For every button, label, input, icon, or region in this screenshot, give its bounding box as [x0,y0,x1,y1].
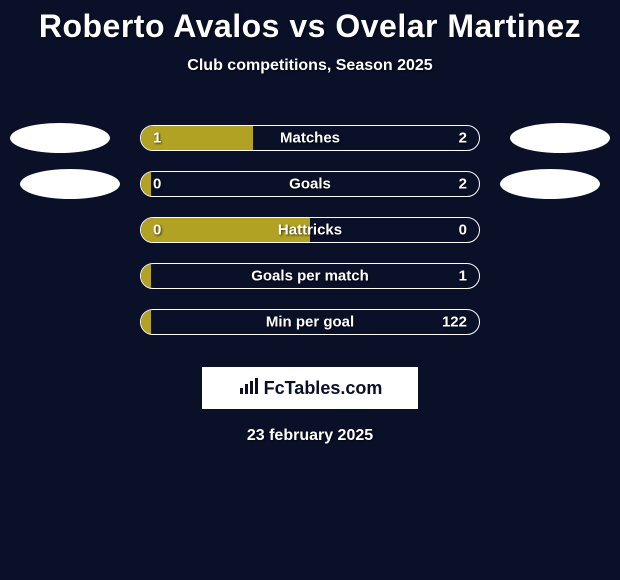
stat-label: Goals [289,176,331,193]
stat-bar-left-fill [141,310,151,334]
stat-left-value: 0 [153,176,161,193]
stat-bar-left-fill [141,172,151,196]
logo-box: FcTables.com [202,367,418,409]
stat-bar: Min per goal 122 [140,309,480,335]
stat-rows: 1 Matches 2 0 Goals 2 0 Hattricks 0 Goals per mat… [0,115,620,345]
stat-row: 0 Goals 2 [0,161,620,207]
stat-row: Min per goal 122 [0,299,620,345]
player-right-marker [510,123,610,153]
stat-right-value: 2 [459,176,467,193]
stat-label: Goals per match [251,268,369,285]
player-right-marker [500,169,600,199]
comparison-infographic: Roberto Avalos vs Ovelar Martinez Club c… [0,0,620,445]
bar-chart-icon [238,377,260,400]
stat-right-value: 0 [459,222,467,239]
page-title: Roberto Avalos vs Ovelar Martinez [0,8,620,45]
stat-bar: 1 Matches 2 [140,125,480,151]
player-left-marker [10,123,110,153]
stat-row: Goals per match 1 [0,253,620,299]
stat-left-value: 1 [153,130,161,147]
stat-label: Matches [280,130,340,147]
stat-left-value: 0 [153,222,161,239]
stat-bar-left-fill [141,264,151,288]
stat-right-value: 2 [459,130,467,147]
logo-text: FcTables.com [264,378,383,399]
stat-bar: Goals per match 1 [140,263,480,289]
stat-bar: 0 Goals 2 [140,171,480,197]
stat-bar: 0 Hattricks 0 [140,217,480,243]
subtitle: Club competitions, Season 2025 [0,57,620,75]
stat-right-value: 122 [442,314,467,331]
stat-row: 1 Matches 2 [0,115,620,161]
logo: FcTables.com [238,377,383,400]
player-left-marker [20,169,120,199]
date-label: 23 february 2025 [0,427,620,445]
stat-row: 0 Hattricks 0 [0,207,620,253]
stat-right-value: 1 [459,268,467,285]
stat-label: Min per goal [266,314,354,331]
stat-label: Hattricks [278,222,342,239]
